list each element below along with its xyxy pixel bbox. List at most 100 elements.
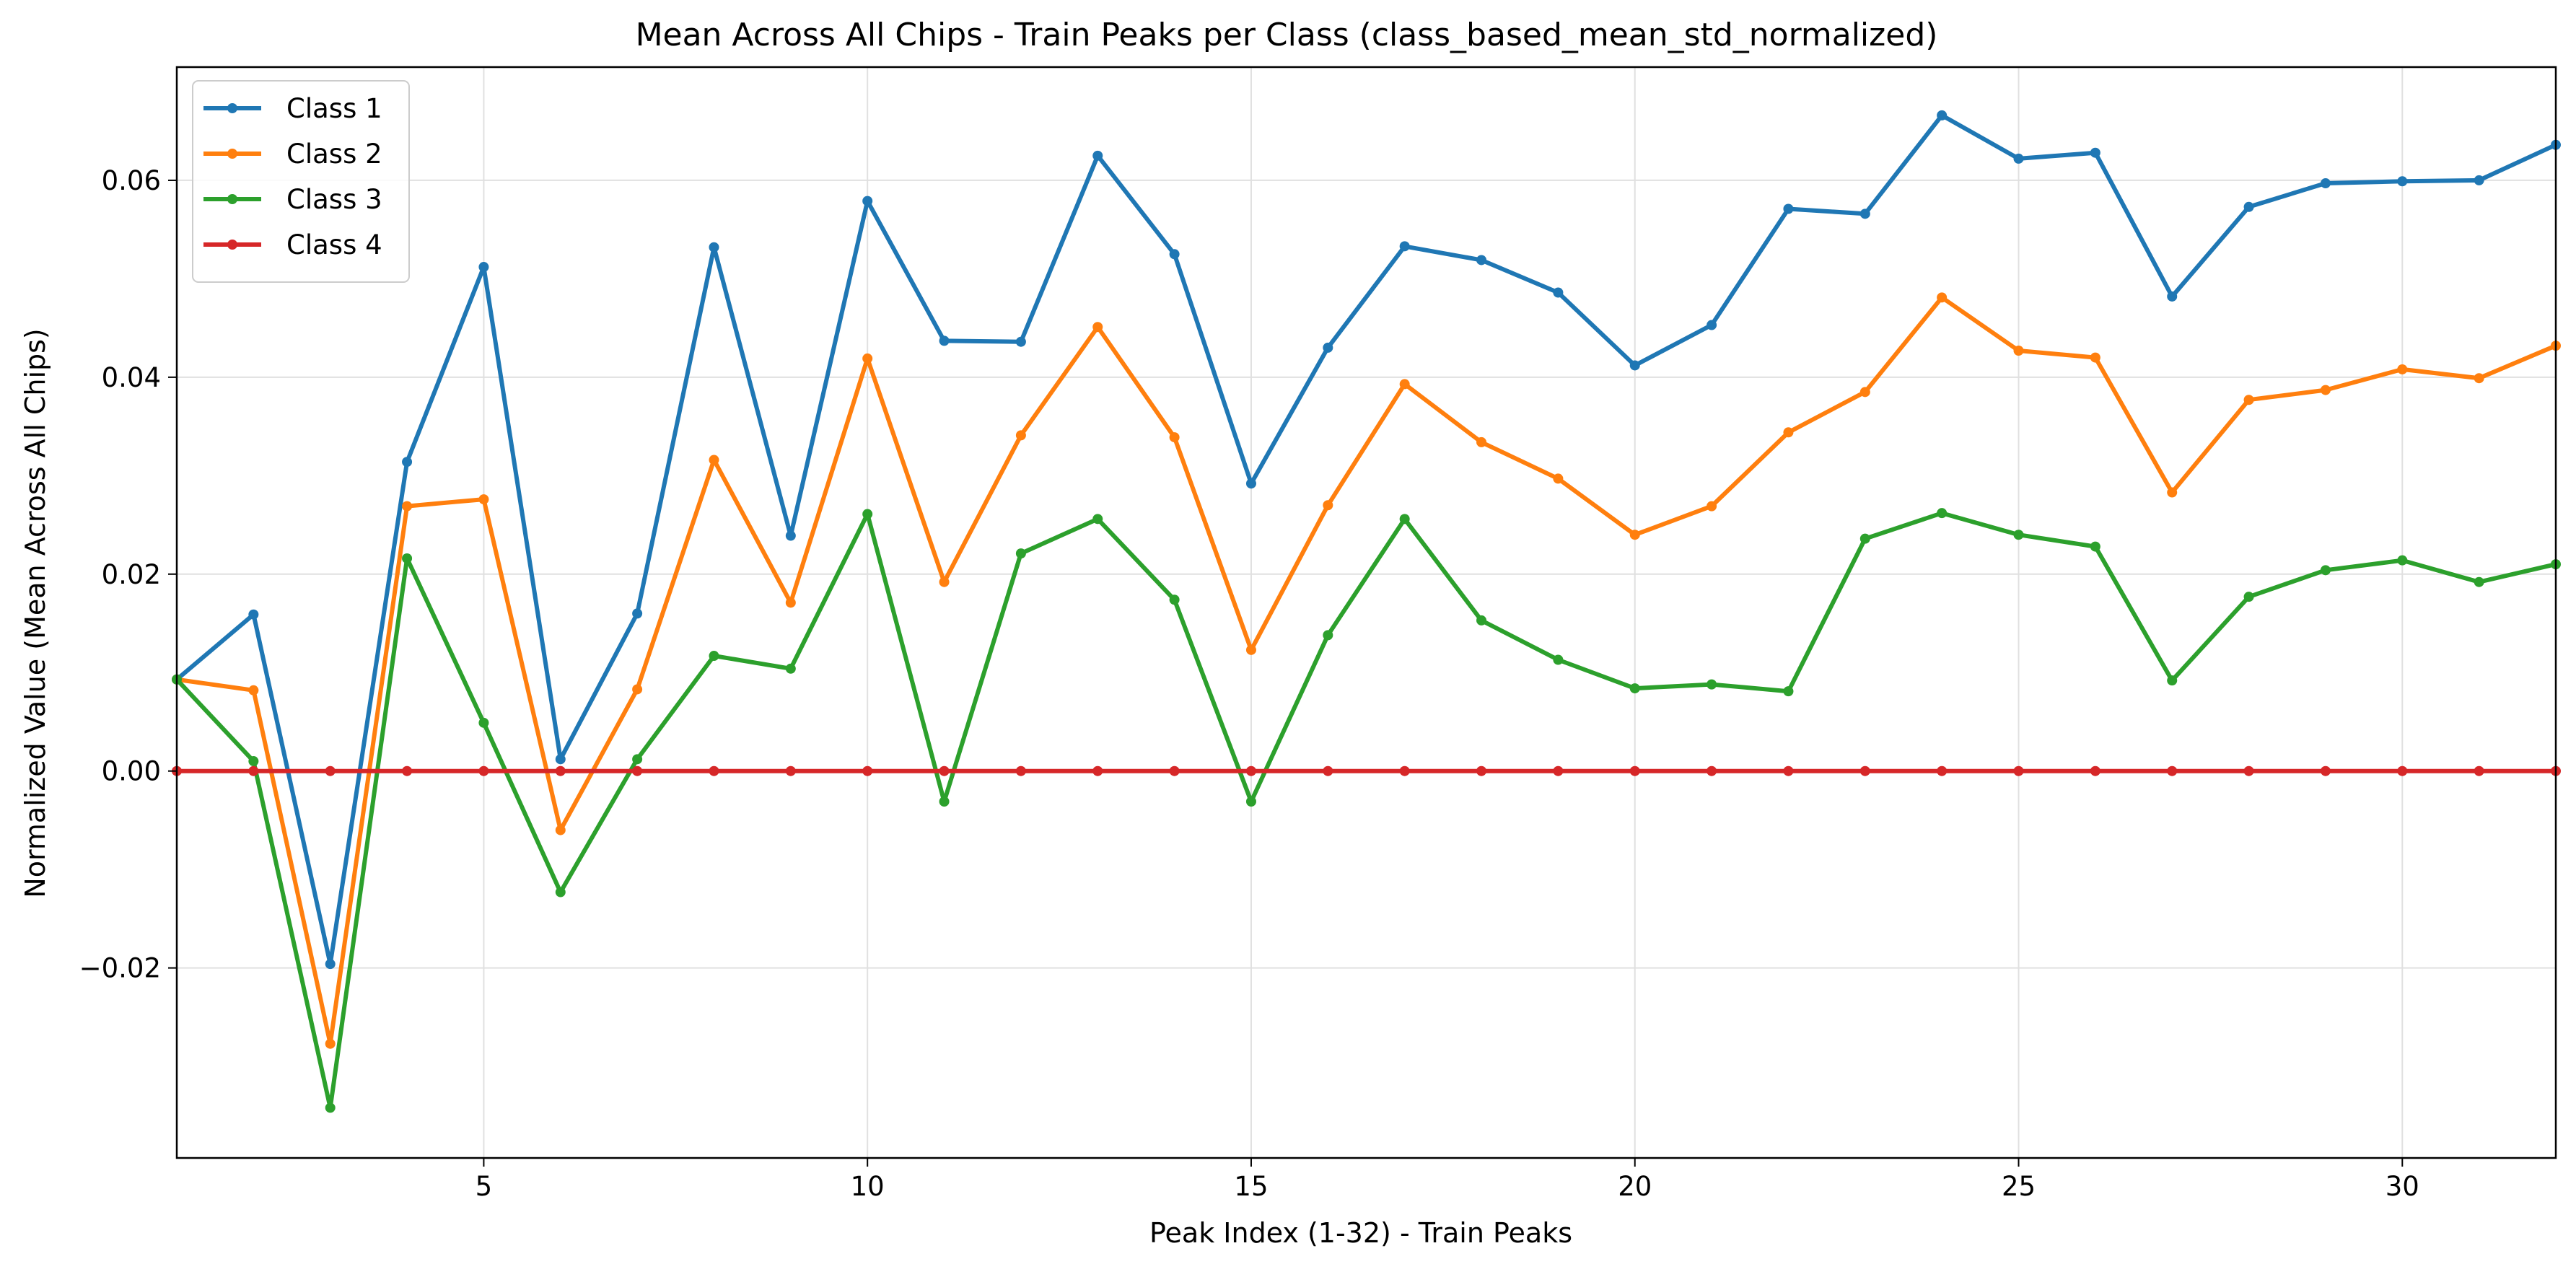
data-point [325,765,336,776]
data-point [2320,565,2331,576]
data-point [2013,346,2024,356]
data-point [709,651,719,662]
y-tick-label: 0.02 [102,559,161,590]
data-point [1476,436,1487,447]
data-point [1169,432,1180,443]
data-point [1015,430,1026,441]
data-point [632,765,643,776]
data-point [478,494,489,505]
data-point [2167,487,2178,498]
data-point [1323,342,1333,353]
data-point [402,765,413,776]
data-point [248,756,259,767]
data-point [2090,352,2100,363]
data-point [709,242,719,253]
data-point [1707,765,1717,776]
data-point [1015,336,1026,347]
data-point [1476,255,1487,266]
data-point [1323,500,1333,511]
data-point [248,609,259,620]
data-point [478,717,489,728]
data-point [1937,110,1948,120]
x-tick-label: 20 [1618,1171,1652,1202]
data-point [2090,147,2100,158]
data-point [1629,530,1640,540]
data-point [2397,765,2408,776]
data-point [1399,765,1410,776]
data-point [2167,765,2178,776]
data-point [2474,175,2484,185]
data-point [632,754,643,765]
x-axis-label: Peak Index (1-32) - Train Peaks [1149,1217,1572,1249]
data-point [2013,530,2024,540]
series-line [175,511,2557,1110]
data-point [939,335,950,346]
legend-label: Class 2 [286,139,382,170]
legend-marker [227,240,237,250]
data-point [2243,395,2254,405]
data-point [325,1102,336,1113]
y-axis-label: Normalized Value (Mean Across All Chips) [19,328,51,898]
data-point [555,887,566,898]
data-point [2320,765,2331,776]
legend-box [192,80,410,283]
y-tick-label: 0.06 [102,165,161,196]
data-point [1245,478,1256,489]
data-point [2013,765,2024,776]
legend-marker [227,149,237,159]
data-point [785,663,796,674]
data-point [862,353,873,364]
data-point [862,196,873,206]
data-point [709,765,719,776]
data-point [1859,209,1870,219]
data-point [2243,765,2254,776]
data-point [402,457,413,468]
data-point [2320,178,2331,189]
data-point [555,825,566,835]
x-tick-label: 10 [851,1171,885,1202]
data-point [1553,765,1564,776]
data-point [2474,765,2484,776]
data-point [1399,514,1410,525]
series-2 [172,292,2561,1049]
data-point [1015,548,1026,559]
data-point [939,576,950,587]
data-point [1937,765,1948,776]
data-point [325,959,336,970]
data-point [248,765,259,776]
x-tick-label: 25 [2002,1171,2036,1202]
data-point [1859,765,1870,776]
x-tick-label: 30 [2386,1171,2419,1202]
legend-marker [227,194,237,204]
data-point [1553,287,1564,298]
data-point [1476,765,1487,776]
data-point [709,455,719,465]
data-point [2167,675,2178,686]
data-point [2090,765,2100,776]
data-point [862,509,873,519]
legend-marker [227,103,237,113]
data-point [402,553,413,563]
legend-entry: Class 4 [203,229,382,260]
data-point [2243,201,2254,212]
data-point [325,1038,336,1049]
y-tick-label: 0.04 [102,362,161,393]
data-point [785,765,796,776]
data-point [555,754,566,765]
data-point [1323,765,1333,776]
data-point [632,608,643,619]
data-point [1553,654,1564,665]
legend-entry: Class 1 [203,93,382,124]
legend-entry: Class 2 [203,139,382,170]
data-point [1859,533,1870,544]
data-point [555,765,566,776]
data-point [1476,615,1487,626]
data-point [1707,679,1717,690]
data-point [2090,541,2100,552]
data-point [1937,292,1948,303]
series-4 [172,765,2561,776]
data-point [939,765,950,776]
data-point [1707,501,1717,512]
data-point [1629,683,1640,694]
plot-frame [175,66,2557,1159]
